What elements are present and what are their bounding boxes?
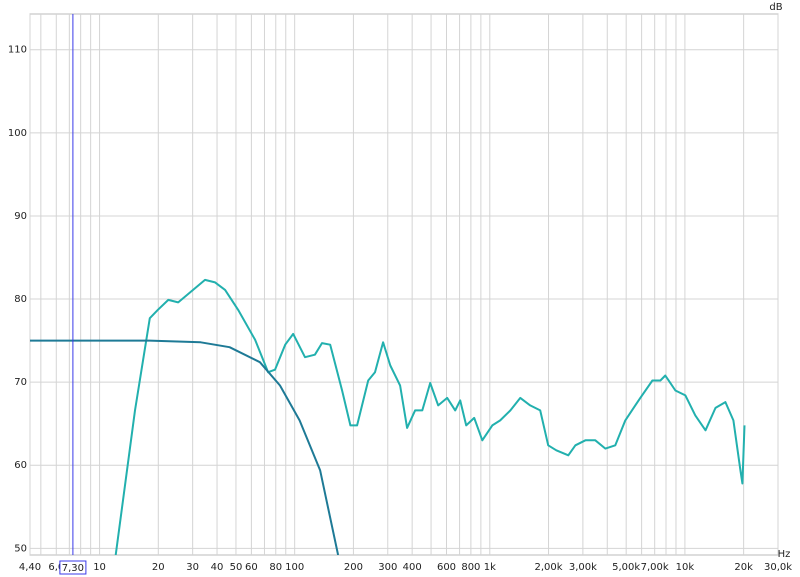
x-tick-label: 400: [403, 562, 422, 573]
x-tick-label: 40: [211, 562, 224, 573]
y-tick-label: 60: [14, 460, 27, 471]
x-tick-label: 60: [245, 562, 258, 573]
cursor-label-box: [59, 560, 87, 575]
x-tick-label: 200: [344, 562, 363, 573]
y-tick-label: 100: [8, 128, 27, 139]
y-tick-label: 70: [14, 377, 27, 388]
x-tick-label: 10: [93, 562, 106, 573]
y-tick-label: 50: [14, 543, 27, 554]
curves: [30, 278, 746, 555]
x-tick-label: 7,00k: [641, 562, 669, 573]
y-axis-label: dB: [769, 2, 782, 13]
response-line: [114, 278, 746, 555]
x-tick-label: 5,00k: [612, 562, 640, 573]
x-tick-label: 20k: [734, 562, 753, 573]
x-tick-label: 800: [461, 562, 480, 573]
x-tick-label: 3,00k: [569, 562, 597, 573]
y-tick-label: 110: [8, 45, 27, 56]
cursor-label: 7,30: [62, 563, 84, 574]
x-tick-label: 6,0: [48, 562, 64, 573]
x-tick-label: 50: [230, 562, 243, 573]
x-tick-label: 30: [186, 562, 199, 573]
x-tick-label: 30,0k: [764, 562, 792, 573]
x-axis-label: Hz: [778, 549, 791, 560]
x-tick-label: 300: [378, 562, 397, 573]
y-tick-label: 90: [14, 211, 27, 222]
y-tick-label: 80: [14, 294, 27, 305]
x-tick-label: 20: [152, 562, 165, 573]
x-tick-label: 4,40: [19, 562, 41, 573]
response-line: [30, 339, 340, 555]
x-tick-label: 80: [269, 562, 282, 573]
x-tick-label: 100: [285, 562, 304, 573]
x-tick-label: 600: [437, 562, 456, 573]
x-tick-label: 10k: [676, 562, 695, 573]
grid: [29, 14, 779, 555]
x-tick-label: 2,00k: [534, 562, 562, 573]
x-tick-label: 1k: [484, 562, 496, 573]
